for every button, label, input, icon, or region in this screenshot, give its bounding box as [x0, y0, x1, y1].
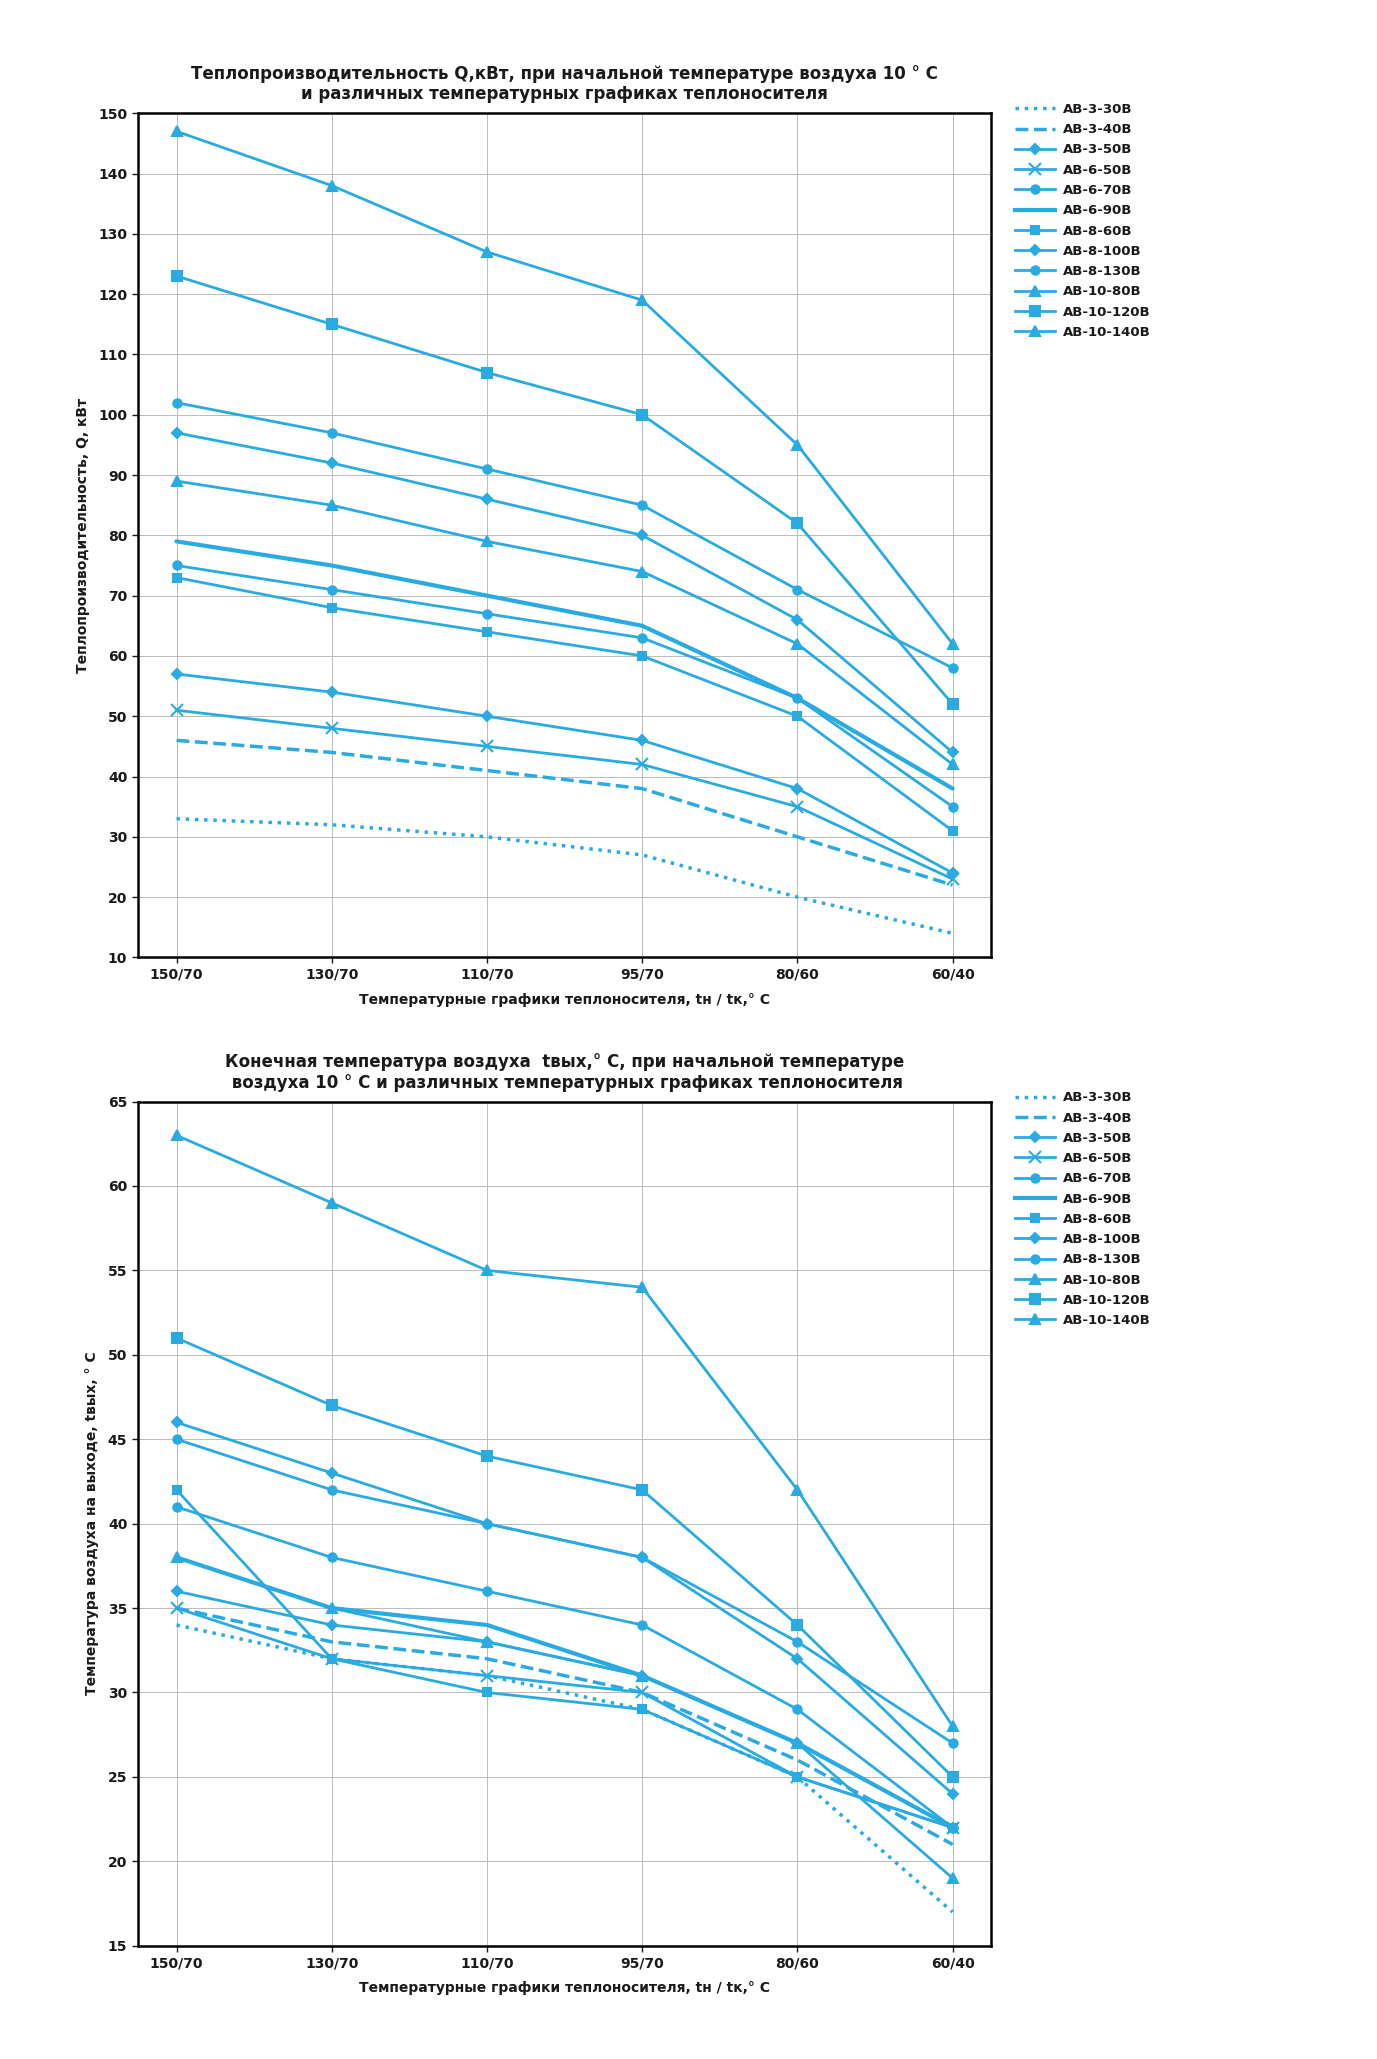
Title: Конечная температура воздуха  tвых,° C, при начальной температуре
 воздуха 10 ° : Конечная температура воздуха tвых,° C, п…: [224, 1052, 905, 1091]
X-axis label: Температурные графики теплоносителя, tн / tк,° C: Температурные графики теплоносителя, tн …: [359, 992, 770, 1007]
Y-axis label: Температура воздуха на выходе, tвых, ° C: Температура воздуха на выходе, tвых, ° C: [85, 1353, 99, 1695]
Title: Теплопроизводительность Q,кВт, при начальной температуре воздуха 10 ° C
и различ: Теплопроизводительность Q,кВт, при начал…: [191, 64, 938, 103]
Y-axis label: Теплопроизводительность, Q, кВт: Теплопроизводительность, Q, кВт: [76, 397, 90, 673]
Legend: АВ-3-30В, АВ-3-40В, АВ-3-50В, АВ-6-50В, АВ-6-70В, АВ-6-90В, АВ-8-60В, АВ-8-100В,: АВ-3-30В, АВ-3-40В, АВ-3-50В, АВ-6-50В, …: [1015, 103, 1150, 340]
X-axis label: Температурные графики теплоносителя, tн / tк,° C: Температурные графики теплоносителя, tн …: [359, 1981, 770, 1995]
Legend: АВ-3-30В, АВ-3-40В, АВ-3-50В, АВ-6-50В, АВ-6-70В, АВ-6-90В, АВ-8-60В, АВ-8-100В,: АВ-3-30В, АВ-3-40В, АВ-3-50В, АВ-6-50В, …: [1015, 1091, 1150, 1328]
